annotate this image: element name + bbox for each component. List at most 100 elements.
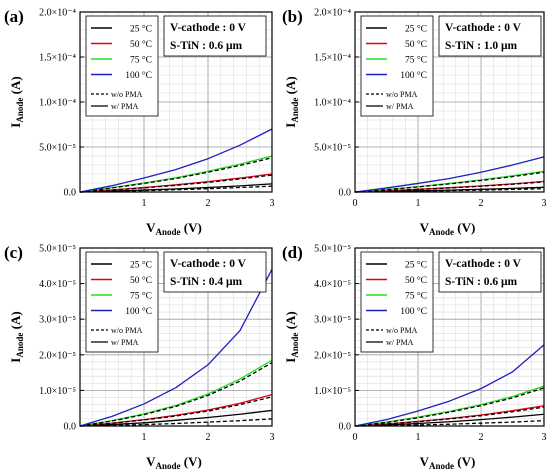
x-axis-label: VAnode (V) — [420, 454, 476, 471]
series-line-75C-wo-pma — [79, 362, 273, 427]
legend-label: 25 °C — [405, 260, 427, 271]
annotation-line: S-TiN : 0.6 μm — [445, 276, 518, 288]
series-line-75C-w-pma — [354, 385, 545, 427]
x-tick-label: 0 — [353, 198, 358, 209]
annotation: V-cathode : 0 V S-TiN : 0.4 μm — [163, 251, 267, 293]
y-tick-label: 2.0×10⁻⁴ — [39, 8, 76, 19]
y-tick-label: 1.5×10⁻⁴ — [39, 53, 76, 64]
x-tick-label: 3 — [542, 432, 547, 443]
series-line-25C-wo-pma — [354, 188, 545, 193]
y-tick-label: 1.0×10⁻⁴ — [39, 98, 76, 109]
y-tick-label: 0.0 — [339, 422, 352, 433]
y-tick-label: 5.0×10⁻⁵ — [314, 244, 351, 255]
panel-label: (c) — [4, 243, 23, 262]
chart-panel-2: 0.0 5.0×10⁻⁵ 1.0×10⁻⁴ 1.5×10⁻⁴ 2.0×10⁻⁴ 0 1 2 3 V… — [282, 7, 547, 237]
annotation-line: S-TiN : 0.4 μm — [170, 276, 243, 288]
y-tick-label: 3.0×10⁻⁵ — [39, 315, 76, 326]
legend: 25 °C 50 °C 75 °C 100 °C w/o PMA w/ PMA — [85, 251, 159, 353]
series-line-25C-w-pma — [79, 409, 273, 427]
series-line-100C-w-pma — [354, 344, 545, 427]
y-tick-label: 1.0×10⁻⁴ — [314, 98, 351, 109]
legend-label: 100 °C — [400, 306, 427, 317]
legend-label: 25 °C — [405, 24, 427, 35]
y-tick-label: 5.0×10⁻⁵ — [39, 143, 76, 154]
annotation-line: V-cathode : 0 V — [445, 258, 522, 270]
legend-label: w/ PMA — [386, 338, 414, 347]
legend-label: 25 °C — [130, 260, 152, 271]
series-line-25C-w-pma — [354, 413, 545, 427]
series-line-100C-w-pma — [79, 128, 273, 193]
y-tick-label: 4.0×10⁻⁵ — [314, 279, 351, 290]
x-tick-label: 1 — [416, 432, 421, 443]
y-axis-label: IAnode (A) — [283, 76, 300, 127]
annotation-box — [438, 15, 542, 57]
annotation-box — [163, 251, 267, 293]
y-tick-label: 2.0×10⁻⁴ — [314, 8, 351, 19]
y-tick-label: 3.0×10⁻⁵ — [314, 315, 351, 326]
x-tick-label: 3 — [270, 198, 275, 209]
x-tick-label: 1 — [142, 432, 147, 443]
series-line-75C-w-pma — [79, 359, 273, 427]
legend-label: 75 °C — [405, 55, 427, 66]
series-group — [79, 128, 273, 193]
series-line-50C-w-pma — [79, 394, 273, 427]
y-tick-label: 1.0×10⁻⁵ — [39, 386, 76, 397]
plot-frame — [79, 247, 273, 427]
x-tick-label: 2 — [479, 198, 484, 209]
legend: 25 °C 50 °C 75 °C 100 °C w/o PMA w/ PMA — [85, 15, 159, 117]
annotation-line: S-TiN : 1.0 μm — [445, 40, 518, 52]
legend-label: w/o PMA — [111, 326, 143, 335]
series-group — [354, 156, 545, 193]
series-line-75C-wo-pma — [354, 171, 545, 193]
chart-panel-4: 0.0 1.0×10⁻⁵ 2.0×10⁻⁵ 3.0×10⁻⁵ 4.0×10⁻⁵ 5.0×1… — [282, 243, 547, 471]
series-line-25C-w-pma — [79, 183, 273, 193]
y-axis-label: IAnode (A) — [8, 76, 25, 127]
y-axis-label: IAnode (A) — [8, 311, 25, 362]
legend-label: 75 °C — [405, 291, 427, 302]
legend-label: 50 °C — [405, 275, 427, 286]
chart-panel-3: 0.0 1.0×10⁻⁵ 2.0×10⁻⁵ 3.0×10⁻⁵ 4.0×10⁻⁵ 5.0×1… — [4, 243, 275, 471]
legend-label: w/o PMA — [386, 90, 418, 99]
y-tick-label: 0.0 — [64, 188, 77, 199]
legend: 25 °C 50 °C 75 °C 100 °C w/o PMA w/ PMA — [360, 15, 434, 117]
y-tick-label: 1.0×10⁻⁵ — [314, 386, 351, 397]
x-axis-label: VAnode (V) — [146, 454, 202, 471]
chart-panel-1: 0.0 5.0×10⁻⁵ 1.0×10⁻⁴ 1.5×10⁻⁴ 2.0×10⁻⁴ 1 2 3 VA… — [4, 7, 275, 237]
y-tick-label: 5.0×10⁻⁵ — [314, 143, 351, 154]
y-tick-label: 0.0 — [339, 188, 352, 199]
series-line-75C-w-pma — [79, 155, 273, 193]
annotation: V-cathode : 0 V S-TiN : 1.0 μm — [438, 15, 542, 57]
legend-box — [360, 15, 434, 117]
legend-label: w/ PMA — [386, 102, 414, 111]
annotation-box — [163, 15, 267, 57]
legend-box — [85, 15, 159, 117]
x-axis-label: VAnode (V) — [420, 220, 476, 237]
y-tick-label: 1.5×10⁻⁴ — [314, 53, 351, 64]
annotation: V-cathode : 0 V S-TiN : 0.6 μm — [438, 251, 542, 293]
legend-label: w/o PMA — [111, 90, 143, 99]
legend-label: 25 °C — [130, 24, 152, 35]
legend-label: 50 °C — [405, 39, 427, 50]
y-tick-label: 2.0×10⁻⁵ — [39, 350, 76, 361]
y-tick-label: 2.0×10⁻⁵ — [314, 350, 351, 361]
legend-label: 100 °C — [125, 306, 152, 317]
series-line-50C-w-pma — [79, 173, 273, 193]
x-tick-label: 3 — [270, 432, 275, 443]
x-axis-label: VAnode (V) — [146, 220, 202, 237]
legend-label: w/ PMA — [111, 102, 139, 111]
legend-label: 50 °C — [130, 275, 152, 286]
series-group — [79, 269, 273, 427]
x-tick-label: 0 — [353, 432, 358, 443]
x-tick-label: 2 — [479, 432, 484, 443]
legend-label: 50 °C — [130, 39, 152, 50]
panel-label: (b) — [282, 7, 303, 26]
series-line-25C-wo-pma — [354, 420, 545, 427]
annotation-line: V-cathode : 0 V — [170, 22, 247, 34]
y-tick-label: 5.0×10⁻⁵ — [39, 244, 76, 255]
legend-label: 100 °C — [400, 70, 427, 81]
annotation: V-cathode : 0 V S-TiN : 0.6 μm — [163, 15, 267, 57]
y-axis-label: IAnode (A) — [283, 311, 300, 362]
y-tick-label: 4.0×10⁻⁵ — [39, 279, 76, 290]
legend-label: 75 °C — [130, 291, 152, 302]
